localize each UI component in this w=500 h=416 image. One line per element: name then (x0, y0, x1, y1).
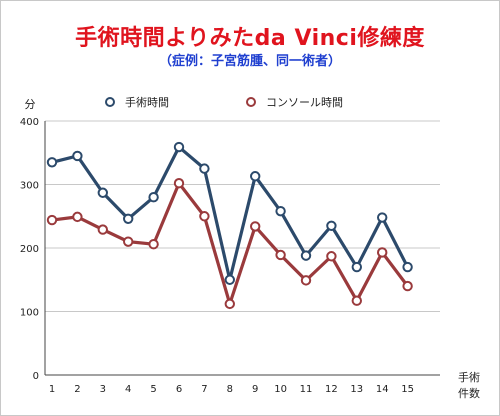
y-tick-label: 300 (20, 181, 39, 192)
data-point (326, 220, 337, 231)
x-tick-label: 5 (150, 384, 156, 395)
x-tick-label: 6 (176, 384, 182, 395)
data-point (123, 236, 134, 247)
data-point (173, 141, 185, 153)
x-tick-label: 9 (252, 384, 258, 395)
data-point (97, 187, 109, 198)
data-point (148, 192, 159, 203)
data-point (275, 249, 286, 261)
legend-label: コンソール時間 (266, 96, 343, 109)
x-tick-label: 12 (325, 384, 338, 395)
y-axis-label: 分 (25, 98, 36, 111)
data-point (250, 171, 261, 182)
x-tick-label: 3 (100, 384, 106, 395)
data-point (250, 221, 261, 232)
chart-subtitle: （症例：子宮筋腫、同一術者） (158, 54, 341, 69)
legend: 手術時間 コンソール時間 (105, 95, 343, 109)
y-tick-label: 400 (20, 117, 39, 128)
data-point (300, 250, 312, 261)
x-tick-label: 13 (350, 384, 363, 395)
series-line-1 (51, 181, 409, 306)
data-point (72, 150, 83, 162)
data-point (148, 238, 159, 250)
x-tick-label: 14 (376, 384, 389, 395)
series-line-0 (51, 145, 410, 282)
y-tick-label: 100 (20, 308, 39, 319)
data-point (351, 261, 362, 273)
y-tick-label: 0 (33, 371, 39, 382)
data-point (326, 251, 337, 262)
data-point (97, 224, 109, 235)
x-tick-label: 11 (300, 384, 313, 395)
data-point (402, 280, 413, 292)
data-point (377, 212, 388, 223)
data-point (199, 163, 210, 174)
data-point (402, 261, 413, 273)
x-tick-label: 8 (227, 384, 233, 395)
x-tick-label: 1 (49, 384, 55, 395)
data-point (199, 211, 210, 222)
data-point (275, 205, 286, 217)
x-tick-label: 4 (125, 384, 131, 395)
data-point (300, 275, 312, 286)
x-tick-label: 15 (401, 384, 414, 395)
legend-marker (105, 97, 115, 107)
legend-label: 手術時間 (125, 95, 169, 109)
legend-marker (246, 97, 256, 107)
data-point (224, 298, 236, 310)
x-axis-label-line2: 件数 (458, 387, 480, 400)
data-point (72, 211, 83, 223)
chart-title: 手術時間よりみたda Vinci修練度 (75, 26, 425, 51)
series-lines (46, 141, 413, 310)
data-point (46, 214, 58, 226)
x-tick-label: 10 (274, 384, 287, 395)
data-point (377, 247, 388, 258)
data-point (123, 213, 134, 224)
data-point (173, 178, 185, 189)
data-point (46, 157, 58, 168)
data-point (351, 295, 362, 306)
x-axis-label-line1: 手術 (458, 370, 480, 384)
data-point (224, 274, 236, 285)
y-tick-label: 200 (20, 244, 39, 255)
x-tick-label: 7 (201, 384, 207, 395)
grid-lines (45, 120, 440, 312)
x-tick-label: 2 (74, 384, 80, 395)
